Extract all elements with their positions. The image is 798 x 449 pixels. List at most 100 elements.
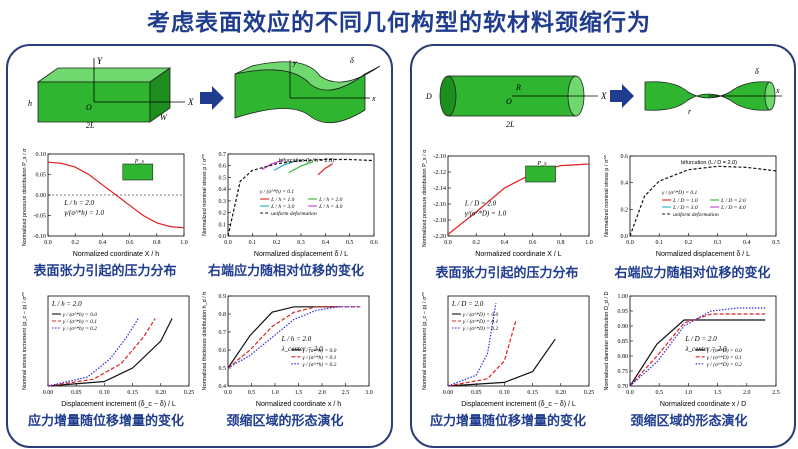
x-tick-label: 0.5 [346,240,354,246]
svg-text:O: O [86,103,92,112]
bifurcation-label: bifurcation (L / h = 2.0) [279,158,334,164]
x-tick-label: 2.5 [772,390,780,396]
series-line-1 [447,321,517,387]
x-tick-label: 1.5 [714,390,722,396]
note: λ_center = 2.0 [684,345,726,353]
plot-frame [629,295,777,387]
y-tick-label: 0.75 [618,369,629,375]
legend-head: γ / (σ^*h) = 0.1 [260,188,294,195]
x-tick-label: 0.6 [529,240,537,246]
series-line-0 [629,165,777,237]
chart-0: 0.0 0.2 0.4 0.6 0.8 1.0 -0.10 -0.05 0.00 0.05 0.10… [22,148,188,258]
necked-plate [234,69,366,124]
svg-text:δ: δ [755,67,759,76]
chart-1: 0.0 0.1 0.2 0.3 0.4 0.5 0.6 0.0 0.1 0.2 0.3 0.4 0.5 0… [202,152,378,258]
svg-text:X: X [600,91,607,101]
x-tick-label: 0.20 [556,390,567,396]
svg-text:x: x [775,86,780,95]
x-tick-label: 0.15 [127,390,138,396]
legend-label: uniform deformation [271,210,317,217]
x-tick-label: 0.0 [224,390,232,396]
y-tick-label: 0.4 [219,187,227,193]
x-tick-label: 0.2 [472,240,480,246]
x-tick-label: 2.0 [318,390,326,396]
y-tick-label: 0.0 [621,234,629,240]
arrow-icon [200,86,224,110]
chart-5: 0.0 0.1 0.2 0.3 0.4 0.5 0.0 0.2 0.4 0.6 Normalized… [604,154,780,258]
legend-label: L / D = 3.0 [672,205,698,211]
caption-stress-left: 右端应力随相对位移的变化 [207,264,364,279]
chart-6: 0.00 0.05 0.10 0.15 0.20 0.25 Displacement inc… [422,291,594,408]
legend-label: L / D = 4.0 [720,204,746,211]
svg-text:2L: 2L [506,120,515,129]
y-tick-label: 0.0 [219,234,227,240]
legend-label: γ / (σ^*D) = 0.0 [707,347,742,354]
x-tick-label: 0.8 [153,240,161,246]
x-axis-label: Normalized coordinate X / h [73,251,159,258]
y-tick-label: 0.05 [36,173,47,179]
note: L / h = 2.0 [63,199,94,207]
legend-label: L / D = 2.0 [720,198,746,204]
y-axis-label: Normalized pressure distribution P_s / σ… [422,150,428,247]
axis-X-label: X [187,97,194,107]
caption-shape-left: 颈缩区域的形态演化 [226,414,344,429]
svg-text:R: R [515,83,521,92]
x-tick-label: 0.10 [499,390,510,396]
caption-pressure-right: 表面张力引起的压力分布 [435,266,579,281]
x-tick-label: 1.0 [685,390,693,396]
plate-side-face [149,67,171,123]
axis-Y-label: Y [97,56,103,66]
legend-label: uniform deformation [673,211,719,218]
y-tick-label: 0.80 [618,354,629,360]
y-tick-label: -2.16 [434,202,447,208]
y-tick-label: 0.85 [618,339,629,345]
y-axis-label: Normalized thickness distribution h_d / … [202,292,208,391]
x-tick-label: 0.15 [527,390,538,396]
x-axis-label: Normalized displacement δ / L [254,251,348,258]
y-tick-label: 0.70 [618,384,629,390]
y-tick-label: 0.7 [219,330,227,336]
series-line-2 [629,307,766,387]
x-tick-label: 1.0 [585,240,593,246]
series-line-0 [227,306,339,369]
svg-text:W: W [160,113,168,122]
y-tick-label: 0.2 [621,207,629,213]
svg-text:r: r [688,107,692,116]
page-title: 考虑表面效应的不同几何构型的软材料颈缩行为 [147,10,651,36]
plate-schematic: Y X O h 2L W y x δ [28,56,380,130]
y-tick-label: -0.05 [34,214,47,220]
note: L / D = 2.0 [464,200,497,208]
series-line-0 [447,338,556,387]
series-line-2 [447,303,497,387]
x-tick-label: 1.0 [271,390,279,396]
svg-text:δ: δ [350,56,354,65]
x-tick-label: 0.2 [273,240,281,246]
caption-increment-right: 应力增量随位移增量的变化 [429,414,586,429]
x-axis-label: Normalized coordinate x / h [256,401,341,408]
legend-label: γ / (σ^*h) = 0.0 [63,311,97,318]
x-axis-label: Normalized coordinate X / L [475,251,561,258]
y-tick-label: -2.10 [434,154,447,160]
x-tick-label: 0.3 [714,240,722,246]
caption-increment-left: 应力增量随位移增量的变化 [27,414,184,429]
y-tick-label: 0.6 [621,154,629,160]
y-tick-label: 1.00 [618,294,629,300]
x-tick-label: 0.5 [655,390,663,396]
x-tick-label: 0.5 [772,240,780,246]
x-axis-label: Displacement increment (δ_c − δ) / L [461,401,576,408]
y-tick-label: 0.95 [618,309,629,315]
y-tick-label: 0.6 [219,348,227,354]
svg-text:y: y [292,58,297,67]
series-line-1 [47,318,156,387]
plot-frame [629,155,777,237]
legend-head: γ / (σ^*D) = 0.1 [662,189,697,196]
y-axis-label: Normalized diameter distribution D_d / D [604,291,610,390]
caption-shape-right: 颈缩区域的形态演化 [630,414,748,429]
note: L / D = 2.0 [451,300,484,308]
chart-3: 0.0 0.5 1.0 1.5 2.0 2.5 3.0 0.4 0.5 0.6 0.7 0.8 0.9 N… [202,292,373,408]
plot-frame [47,295,190,387]
y-tick-label: 0.10 [36,152,47,158]
x-tick-label: 0.05 [71,390,82,396]
series-line-0 [317,163,333,176]
legend-label: γ / (σ^*h) = 0.2 [63,325,97,332]
